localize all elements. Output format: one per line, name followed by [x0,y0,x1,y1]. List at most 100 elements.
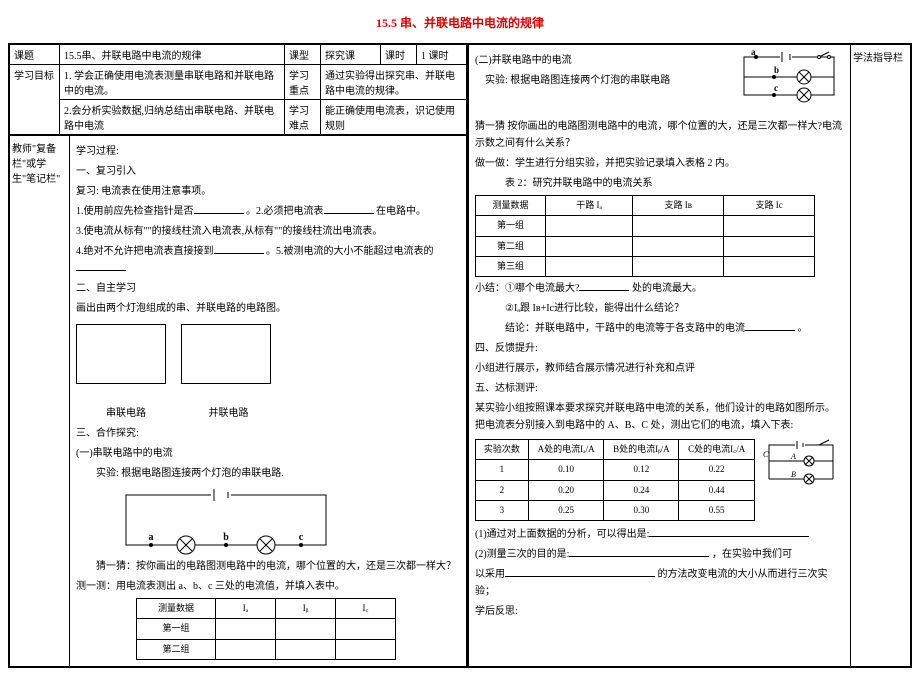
th: 干路 Iₐ [546,196,633,216]
svg-text:C: C [763,450,769,459]
hdr-cell: 能正确使用电流表，识记使用规则 [321,100,467,135]
text: 猜一猜 按你画出的电路图测电路中的电流，哪个位置的大，还是三次都一样大?电流示数… [475,118,844,152]
text: 。2.必须把电流表 [246,206,324,217]
left-body-table: 教师"复备栏"或学生"笔记栏" 学习过程: 一、复习引入 复习: 电流表在使用注… [9,135,467,667]
left-content: 学习过程: 一、复习引入 复习: 电流表在使用注意事项。 1.使用前应先检查指针… [70,136,467,667]
tbl3-row: 实验次数 A处的电流Iₐ/A B处的电流Iᵦ/A C处的电流I꜀/A 10.10… [475,437,844,523]
svg-text:c: c [299,532,304,543]
td: 第三组 [476,256,546,276]
label: 并联电路 [179,405,279,422]
text: 小结：①哪个电流最大? [475,283,579,294]
blank [745,321,795,331]
text: 二、自主学习 [76,280,460,297]
td: 0.44 [679,480,755,500]
td: 0.10 [528,460,603,480]
td: 0.25 [528,501,603,521]
text: ，在实验中我们可 [712,549,792,560]
mini-parallel-svg: C A B [761,437,841,492]
left-column: 课题 15.5串、并联电路中电流的规律 课型 探究课 课时 1 课时 学习目标 … [8,43,468,668]
td: 1 [476,460,529,480]
svg-text:a: a [149,532,154,543]
text: (2)测量三次的目的是: ，在实验中我们可 [475,546,844,563]
text: 五、达标测评: [475,380,844,397]
text: (1)通过对上面数据的分析，可以得出是: [475,526,844,543]
text: 4.绝对不允许把电流表直接接到 。5.被测电流的大小不能超过电流表的 [76,243,460,277]
hdr-cell: 1 课时 [417,45,467,65]
text: 表 2：研究并联电路中的电流关系 [475,175,844,192]
blank [579,281,629,291]
text: 三、合作探究: [76,425,460,442]
right-column: (二)并联电路中的电流 实验: 根据电路图连接两个灯泡的串联电路 [468,43,912,668]
right-content: (二)并联电路中的电流 实验: 根据电路图连接两个灯泡的串联电路 [469,45,851,667]
text: 以采用 [475,569,505,580]
th: C处的电流I꜀/A [679,440,755,460]
hdr-cell: 学习难点 [285,100,321,135]
diagram-labels: 串联电路 并联电路 [76,405,460,422]
series-diagram-box [76,324,166,384]
td: 0.20 [528,480,603,500]
td: 第二组 [476,236,546,256]
text: 以采用 的方法改变电流的大小从而进行三次实验； [475,566,844,600]
blank [194,204,244,214]
hdr-cell: 学习重点 [285,65,321,100]
svg-text:A: A [790,452,796,461]
label: 串联电路 [76,405,176,422]
th: A处的电流Iₐ/A [528,440,603,460]
text: 某实验小组按照课本要求探究并联电路中电流的关系，他们设计的电路如图所示。把电流表… [475,400,844,434]
blank [324,204,374,214]
text: 一、复习引入 [76,163,460,180]
page-title: 15.5 串、并联电路中电流的规律 [8,14,912,31]
td: 0.24 [604,480,679,500]
right-body-table: (二)并联电路中的电流 实验: 根据电路图连接两个灯泡的串联电路 [468,44,911,667]
svg-text:a: a [751,49,756,57]
text: 四、反馈提升: [475,340,844,357]
td: 2 [476,480,529,500]
th: I꜀ [336,599,396,619]
blank [214,244,264,254]
blank [505,567,655,577]
td: 第二组 [137,639,216,659]
td: 0.30 [604,501,679,521]
blank [76,261,126,271]
svg-text:b: b [223,532,229,543]
svg-text:b: b [774,65,779,75]
series-circuit-svg: a b c [116,485,336,555]
text: (二)并联电路中的电流 [475,52,728,69]
hdr-cell: 2.会分析实验数据,归纳总结出串联电路、并联电路中电流 [60,100,285,135]
th: Iᵦ [276,599,336,619]
text: 1.使用前应先检查指针是否 。2.必须把电流表 在电路中。 [76,203,460,220]
th: 测量数据 [137,599,216,619]
svg-text:c: c [774,83,778,93]
text: 。 [798,323,808,334]
th: B处的电流Iᵦ/A [604,440,679,460]
hdr-cell: 课题 [10,45,60,65]
text: 画出由两个灯泡组成的串、并联电路的电路图。 [76,300,460,317]
measure-table-2: 测量数据 干路 Iₐ 支路 Iв 支路 Iс 第一组 第二组 第三组 [475,195,815,277]
th: 支路 Iв [633,196,724,216]
data-table-3: 实验次数 A处的电流Iₐ/A B处的电流Iᵦ/A C处的电流I꜀/A 10.10… [475,439,755,521]
text: 测一测：用电流表测出 a、b、c 三处的电流值，并填入表中。 [76,578,460,595]
text: 4.绝对不允许把电流表直接接到 [76,246,214,257]
text: 学习过程: [76,143,460,160]
hdr-cell: 课型 [285,45,321,65]
parallel-diagram-box [181,324,271,384]
text: (2)测量三次的目的是: [475,549,569,560]
main-columns: 课题 15.5串、并联电路中电流的规律 课型 探究课 课时 1 课时 学习目标 … [8,43,912,668]
text: 小结：①哪个电流最大? 处的电流最大。 [475,280,844,297]
text: 做一做：学生进行分组实验，并把实验记录填入表格 2 内。 [475,155,844,172]
hdr-cell: 探究课 [321,45,381,65]
parallel-circuit-svg: a b c [734,49,844,104]
th: Iₐ [216,599,276,619]
text: 结论：并联电路中，干路中的电流等于各支路中的电流 [505,323,745,334]
th: 测量数据 [476,196,546,216]
notes-column-label: 教师"复备栏"或学生"笔记栏" [10,136,70,667]
svg-text:B: B [791,470,796,479]
text: 复习: 电流表在使用注意事项。 [76,183,460,200]
th: 实验次数 [476,440,529,460]
td: 3 [476,501,529,521]
text: 3.使电流从标有""的接线柱流入电流表,从标有""的接线柱流出电流表。 [76,223,460,240]
header-table: 课题 15.5串、并联电路中电流的规律 课型 探究课 课时 1 课时 学习目标 … [9,44,467,135]
text: (1)通过对上面数据的分析，可以得出是: [475,529,649,540]
blank [569,547,709,557]
text: 1.使用前应先检查指针是否 [76,206,194,217]
